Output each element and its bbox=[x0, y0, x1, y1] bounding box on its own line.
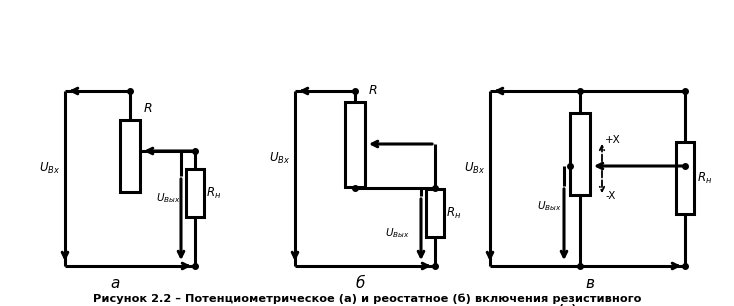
Text: $U_{Вх}$: $U_{Вх}$ bbox=[269, 151, 290, 166]
Text: $U_{Вых}$: $U_{Вых}$ bbox=[385, 226, 410, 240]
Text: Рисунок 2.2 – Потенциометрическое (а) и реостатное (б) включения резистивного: Рисунок 2.2 – Потенциометрическое (а) и … bbox=[92, 293, 642, 304]
Text: $U_{Вых}$: $U_{Вых}$ bbox=[156, 191, 181, 205]
Bar bbox=[570, 113, 590, 195]
Bar bbox=[186, 169, 204, 217]
Text: $U_{Вх}$: $U_{Вх}$ bbox=[39, 161, 60, 176]
Text: $R$: $R$ bbox=[368, 84, 377, 96]
Text: $R$: $R$ bbox=[143, 102, 153, 115]
Text: а: а bbox=[110, 277, 120, 292]
Text: $U_{Вых}$: $U_{Вых}$ bbox=[537, 199, 562, 213]
Text: $U_{Вх}$: $U_{Вх}$ bbox=[464, 161, 485, 176]
Bar bbox=[676, 142, 694, 214]
Text: датчика перемещения; потенциометр со средним выводом (в): датчика перемещения; потенциометр со сре… bbox=[157, 304, 577, 306]
Text: +X: +X bbox=[605, 135, 621, 145]
Bar bbox=[426, 189, 444, 237]
Bar bbox=[120, 120, 140, 192]
Text: б: б bbox=[355, 277, 365, 292]
Text: $R_н$: $R_н$ bbox=[446, 205, 461, 221]
Text: $R_н$: $R_н$ bbox=[697, 170, 712, 185]
Text: -X: -X bbox=[605, 191, 615, 201]
Text: $R_н$: $R_н$ bbox=[206, 185, 221, 200]
Bar bbox=[345, 102, 365, 186]
Text: в: в bbox=[586, 277, 595, 292]
